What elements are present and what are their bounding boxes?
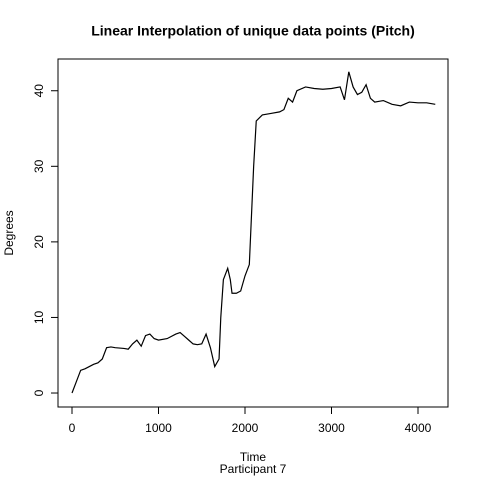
subtitle: Participant 7	[220, 462, 287, 476]
x-tick-label: 1000	[145, 421, 172, 435]
y-tick-label: 40	[32, 84, 46, 98]
x-tick-label: 4000	[405, 421, 432, 435]
x-tick-label: 2000	[232, 421, 259, 435]
x-tick-label: 3000	[318, 421, 345, 435]
x-axis-label: Time	[240, 450, 267, 464]
y-tick-label: 10	[32, 310, 46, 324]
y-tick-label: 30	[32, 159, 46, 173]
data-line	[71, 71, 436, 394]
chart-title: Linear Interpolation of unique data poin…	[91, 23, 415, 39]
x-tick-label: 0	[69, 421, 76, 435]
plot-box	[57, 58, 449, 408]
y-tick-label: 0	[32, 389, 46, 396]
y-tick-label: 20	[32, 235, 46, 249]
y-axis-label: Degrees	[2, 210, 16, 255]
